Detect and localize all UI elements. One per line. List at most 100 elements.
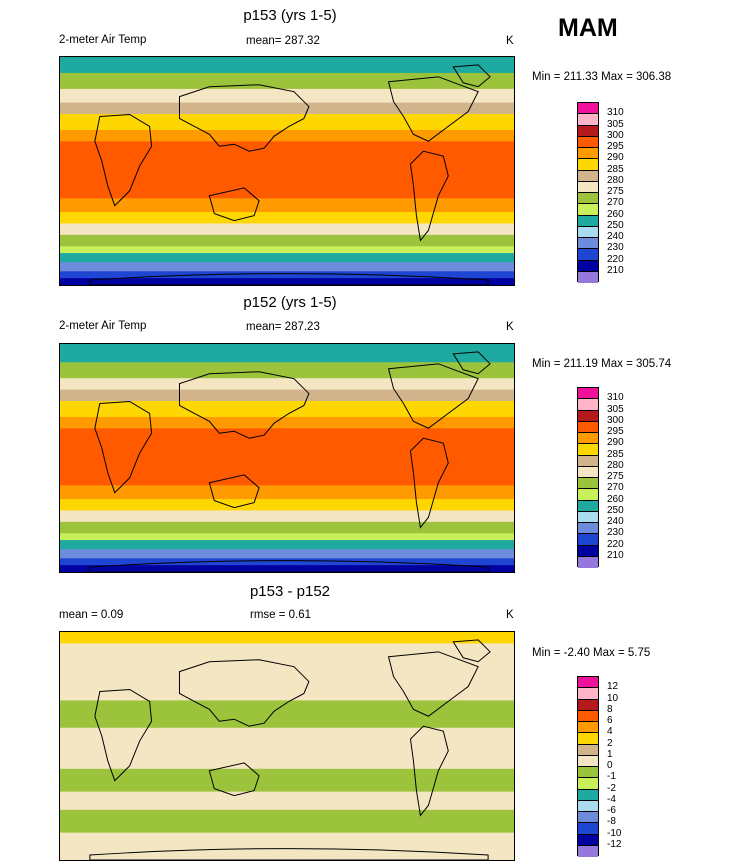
legend-tick-label: 305 (607, 118, 624, 130)
legend-swatch-10 (578, 789, 598, 801)
minmax-label: Min = 211.33 Max = 306.38 (532, 71, 672, 83)
legend-tick-label: -8 (607, 816, 616, 828)
legend-tick-label: 0 (607, 760, 613, 771)
legend-swatch-10 (578, 500, 598, 512)
legend-swatch-2 (578, 410, 598, 422)
coastline-5 (452, 351, 491, 375)
coastline-0 (178, 84, 310, 152)
coastline-4 (409, 725, 449, 817)
panel-title: p153 - p152 (249, 583, 331, 600)
field-band-8 (60, 212, 514, 224)
map-svg (60, 632, 514, 860)
legend-tick-label: 285 (607, 163, 624, 175)
legend-swatch-7 (578, 181, 598, 193)
legend-swatch-6 (578, 170, 598, 182)
minmax-label: Min = 211.19 Max = 305.74 (532, 358, 672, 370)
field-band-6 (60, 428, 514, 486)
variable-label: 2-meter Air Temp (59, 34, 147, 46)
map-plot (59, 343, 515, 573)
legend-tick-label: 260 (607, 208, 624, 220)
field-band-0 (60, 344, 514, 363)
legend-swatch-2 (578, 125, 598, 137)
legend-swatch-13 (578, 823, 598, 835)
legend-tick-label: 2 (607, 737, 613, 749)
legend-swatch-3 (578, 136, 598, 148)
legend-tick-label: 240 (607, 231, 624, 242)
legend-swatch-7 (578, 466, 598, 478)
field-band-2 (60, 700, 514, 729)
legend-tick-label: -6 (607, 805, 616, 816)
coastline-5 (452, 639, 491, 663)
units-label: K (506, 35, 514, 47)
field-band-10 (60, 521, 514, 534)
legend-swatch-14 (578, 260, 598, 272)
legend-swatch-9 (578, 489, 598, 501)
legend-swatch-12 (578, 238, 598, 250)
coastline-6 (89, 848, 489, 860)
color-legend (577, 676, 599, 857)
coastline-2 (208, 187, 260, 222)
coastline-6 (89, 273, 489, 285)
legend-swatch-0 (578, 103, 598, 115)
panel-title: p152 (yrs 1-5) (243, 294, 337, 311)
legend-tick-label: 1 (607, 748, 613, 760)
legend-swatch-1 (578, 399, 598, 411)
legend-swatch-0 (578, 677, 598, 689)
field-band-12 (60, 253, 514, 263)
legend-tick-label: -4 (607, 793, 616, 805)
legend-tick-label: 230 (607, 527, 624, 539)
legend-tick-label: 280 (607, 174, 624, 186)
field-band-7 (60, 832, 514, 860)
legend-tick-label: 290 (607, 152, 624, 164)
field-band-4 (60, 114, 514, 131)
legend-tick-label: 12 (607, 681, 619, 693)
field-band-4 (60, 401, 514, 418)
legend-tick-label: 240 (607, 516, 624, 527)
field-band-9 (60, 510, 514, 523)
legend-swatch-1 (578, 114, 598, 126)
legend-tick-label: 220 (607, 538, 624, 550)
color-legend (577, 387, 599, 568)
legend-swatch-9 (578, 778, 598, 790)
legend-tick-label: 310 (607, 392, 624, 404)
variable-label: 2-meter Air Temp (59, 320, 147, 332)
mean-label: mean= 287.32 (246, 35, 320, 47)
field-band-0 (60, 57, 514, 74)
field-band-3 (60, 102, 514, 115)
season-title: MAM (558, 14, 618, 42)
legend-tick-label: 280 (607, 459, 624, 471)
legend-tick-label: 305 (607, 403, 624, 415)
legend-tick-label: 300 (607, 414, 624, 426)
field-band-14 (60, 558, 514, 566)
map-svg (60, 344, 514, 572)
field-band-15 (60, 278, 514, 285)
coastline-4 (409, 150, 449, 242)
legend-swatch-0 (578, 388, 598, 400)
legend-swatch-4 (578, 722, 598, 734)
coastline-1 (94, 113, 153, 207)
coastline-2 (208, 762, 260, 797)
legend-swatch-5 (578, 159, 598, 171)
legend-tick-label: 250 (607, 219, 624, 231)
legend-swatch-11 (578, 511, 598, 523)
legend-tick-label: 210 (607, 264, 624, 276)
field-band-15 (60, 565, 514, 572)
field-band-14 (60, 271, 514, 279)
field-band-4 (60, 768, 514, 793)
legend-swatch-5 (578, 733, 598, 745)
legend-tick-label: -12 (607, 838, 622, 850)
legend-swatch-15 (578, 271, 598, 283)
units-label: K (506, 321, 514, 333)
field-band-2 (60, 88, 514, 104)
legend-swatch-6 (578, 455, 598, 467)
coastline-4 (409, 437, 449, 529)
legend-tick-label: 310 (607, 107, 624, 119)
legend-tick-label: 295 (607, 141, 624, 152)
legend-tick-label: 270 (607, 197, 624, 209)
coastline-0 (178, 659, 310, 727)
field-band-5 (60, 129, 514, 142)
legend-tick-label: 270 (607, 482, 624, 494)
field-band-1 (60, 362, 514, 379)
field-band-13 (60, 262, 514, 272)
legend-swatch-12 (578, 523, 598, 535)
